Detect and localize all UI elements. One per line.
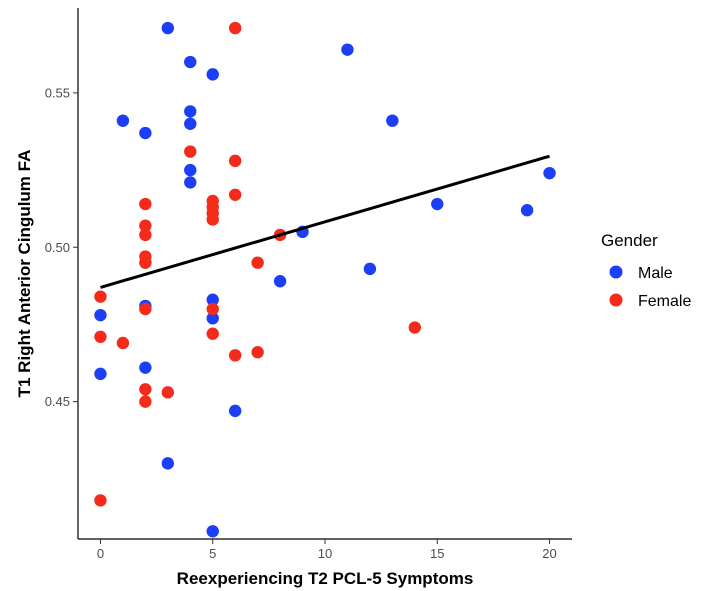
data-point-female (139, 228, 152, 242)
x-axis-title: Reexperiencing T2 PCL-5 Symptoms (177, 569, 474, 588)
x-tick-label: 0 (97, 546, 104, 561)
data-point-female (206, 302, 219, 316)
data-point-female (228, 21, 242, 35)
data-point-male (341, 43, 354, 56)
data-point-male (94, 308, 107, 322)
legend: Gender Male Female (601, 231, 691, 310)
data-point-female (228, 349, 242, 362)
data-point-male (184, 105, 197, 118)
x-tick-label: 15 (430, 546, 444, 561)
y-axis-ticks: 0.45 0.50 0.55 (45, 85, 78, 409)
data-point-female (139, 383, 152, 396)
data-point-female (139, 256, 152, 269)
y-tick-label: 0.55 (45, 85, 70, 100)
data-point-female (139, 197, 152, 211)
data-point-female (184, 145, 197, 158)
data-point-female (139, 302, 152, 316)
data-point-female (408, 321, 422, 334)
data-point-male (161, 457, 175, 470)
legend-title: Gender (601, 231, 658, 250)
data-point-female (94, 494, 107, 507)
data-point-male (228, 404, 242, 418)
data-point-male (139, 126, 152, 140)
x-tick-label: 20 (542, 546, 556, 561)
data-point-male (273, 275, 287, 288)
data-point-male (206, 525, 219, 538)
data-point-male (116, 114, 130, 127)
data-point-female (251, 256, 264, 269)
data-point-male (139, 361, 152, 374)
data-point-male (386, 114, 399, 127)
x-tick-label: 5 (209, 546, 216, 561)
data-point-male (184, 176, 197, 189)
legend-key-female (609, 293, 623, 307)
data-point-female (94, 330, 107, 343)
data-point-female (139, 395, 152, 408)
data-point-male (206, 312, 219, 325)
data-point-male (206, 68, 219, 81)
y-tick-label: 0.50 (45, 240, 70, 255)
data-point-male (184, 163, 197, 177)
data-point-male (431, 197, 444, 211)
series-female (94, 21, 422, 507)
y-axis-title: T1 Right Anterior Cingulum FA (15, 150, 34, 398)
data-point-female (161, 386, 175, 399)
data-point-female (139, 219, 152, 232)
data-point-female (228, 188, 242, 201)
plot-area (94, 21, 556, 538)
data-point-male (161, 21, 175, 35)
data-point-female (206, 213, 219, 226)
data-point-male (520, 204, 534, 217)
series-male (94, 21, 556, 538)
legend-key-male (609, 265, 623, 279)
data-point-male (184, 117, 197, 130)
data-point-female (94, 290, 107, 303)
legend-label-male: Male (638, 265, 673, 282)
data-point-female (251, 346, 264, 359)
data-point-female (206, 327, 219, 340)
data-point-female (228, 154, 242, 168)
x-tick-label: 10 (318, 546, 332, 561)
data-point-male (94, 367, 107, 381)
legend-label-female: Female (638, 293, 691, 310)
x-axis-ticks: 0 5 10 15 20 (97, 539, 557, 561)
regression-line (100, 154, 550, 289)
legend-items: Male Female (609, 265, 691, 310)
data-point-female (116, 336, 130, 350)
data-point-male (363, 262, 377, 276)
data-point-male (206, 293, 219, 306)
y-tick-label: 0.45 (45, 394, 70, 409)
data-point-male (543, 166, 556, 180)
data-point-male (184, 55, 197, 69)
